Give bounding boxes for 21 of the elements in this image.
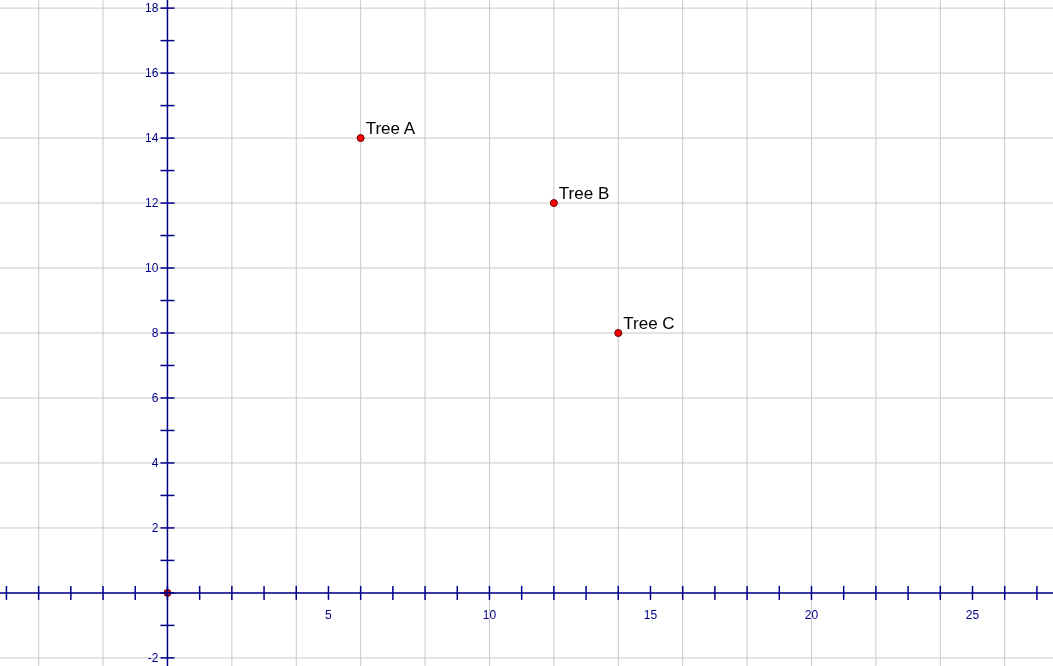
x-tick-label: 10 <box>482 607 497 622</box>
y-tick-label: 12 <box>145 196 159 211</box>
annotation: Tree B <box>558 184 610 204</box>
x-tick-label: 20 <box>804 607 819 622</box>
y-tick-label: 18 <box>145 1 159 16</box>
y-tick-label: 6 <box>151 390 159 405</box>
annotation: Tree A <box>365 119 416 139</box>
y-tick-label: 8 <box>151 326 159 340</box>
point <box>614 329 623 337</box>
point <box>549 199 558 208</box>
annotation: Tree C <box>623 314 675 333</box>
y-tick-label: 14 <box>145 131 159 146</box>
point <box>356 134 365 143</box>
y-tick-label: 4 <box>151 455 159 470</box>
x-tick-label: 5 <box>325 607 333 622</box>
x-tick-label: 15 <box>643 607 658 622</box>
y-tick-label: -2 <box>147 650 159 665</box>
y-tick-label: 16 <box>145 66 159 81</box>
y-tick-label: 2 <box>151 520 159 535</box>
y-tick-label: 10 <box>145 261 159 276</box>
x-tick-label: 25 <box>965 607 980 622</box>
